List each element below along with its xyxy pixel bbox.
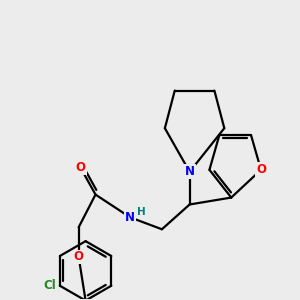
Text: N: N [125, 211, 135, 224]
Text: N: N [184, 165, 195, 178]
Text: O: O [74, 250, 84, 263]
Text: O: O [76, 161, 85, 174]
Text: H: H [137, 207, 146, 218]
Text: O: O [256, 163, 266, 176]
Text: Cl: Cl [43, 279, 56, 292]
